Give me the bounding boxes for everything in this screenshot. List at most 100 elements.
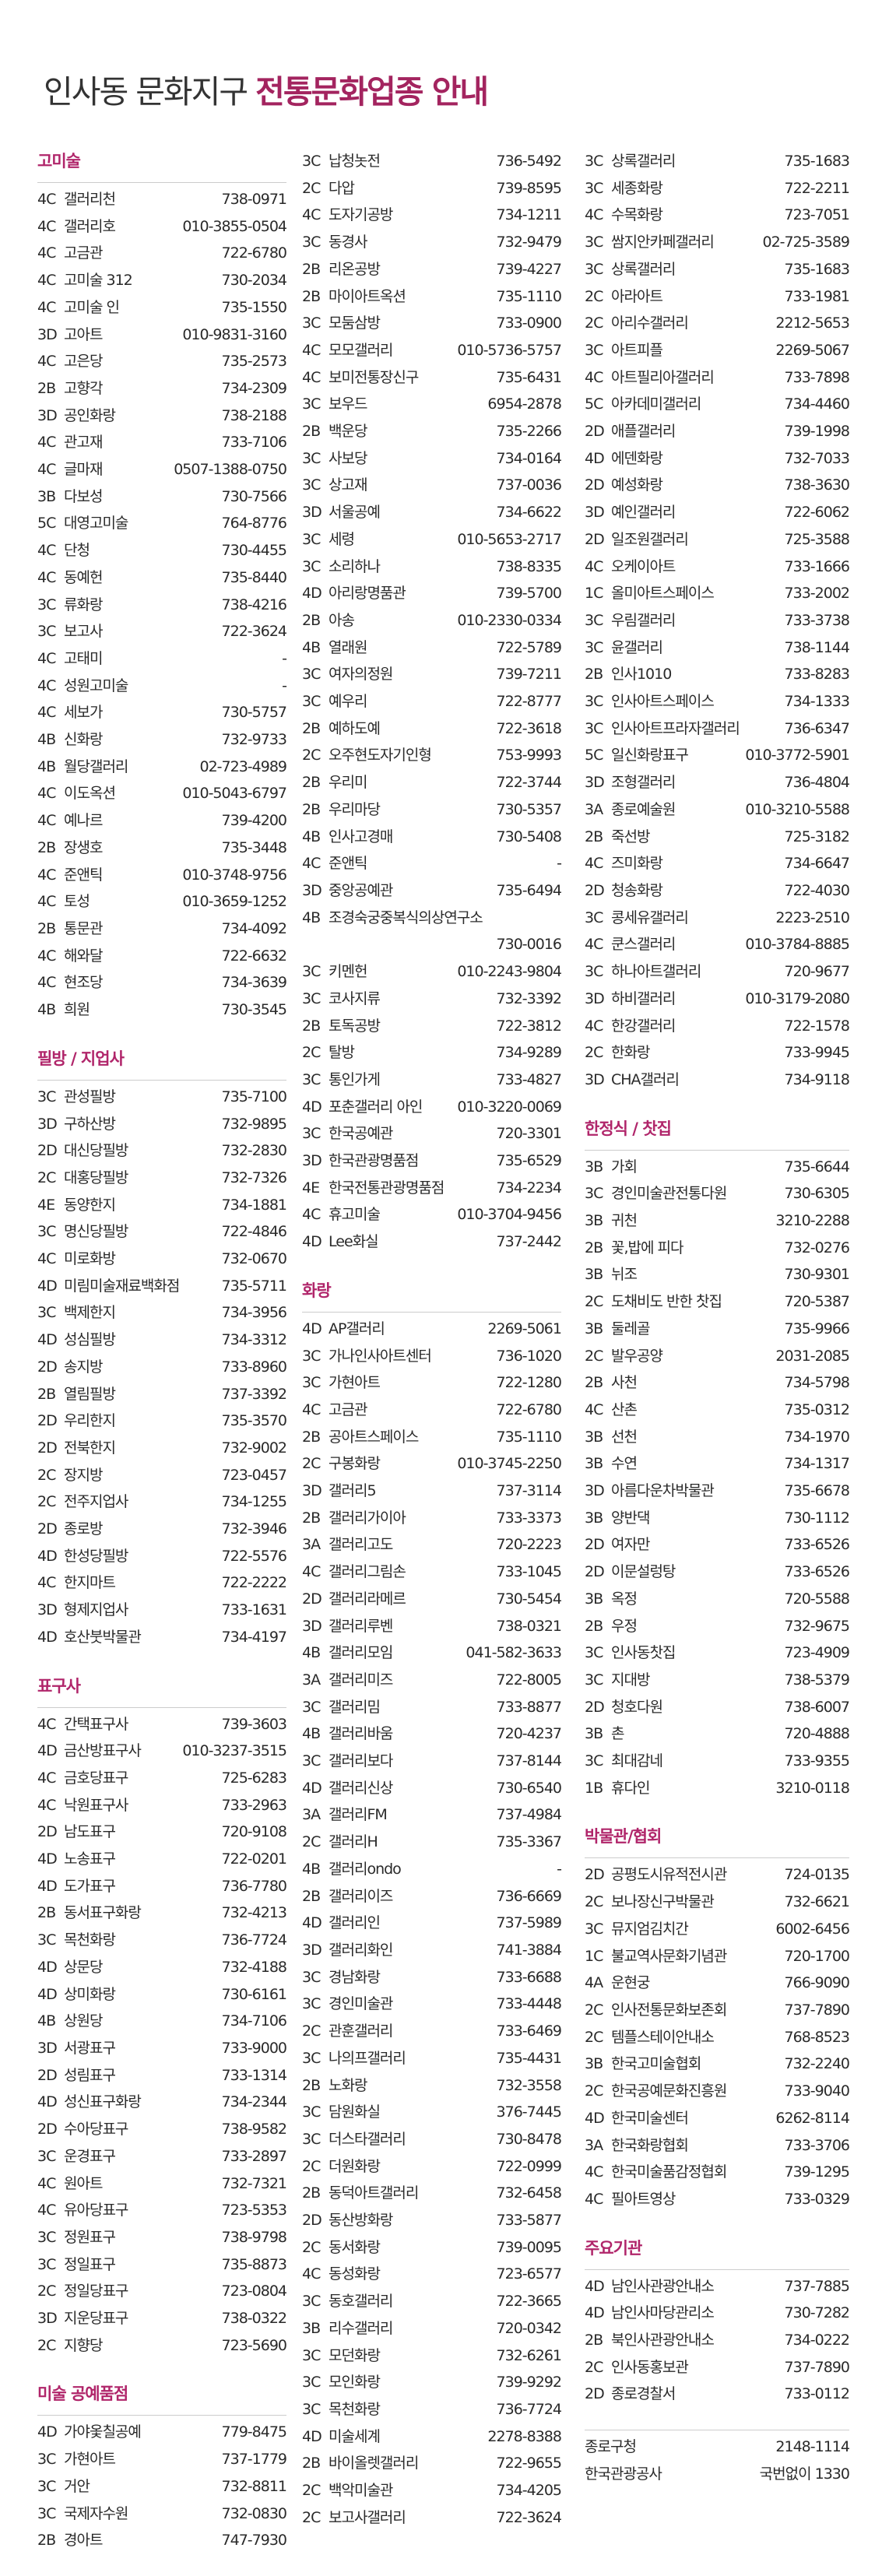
list-item: 3A 갤러리FM 737-4984 [302,1801,562,1829]
phone-number: 733-9355 [784,1752,850,1770]
business-name: 해와달 [64,947,103,965]
floor-code: 2B [37,919,56,937]
floor-code: 2D [585,1536,605,1554]
list-item: 4C 토성 010-3659-1252 [37,888,287,915]
phone-number: 735-5711 [221,1277,287,1295]
business-name: 보미전통장신구 [329,368,419,386]
business-name: 탈방 [329,1044,355,1062]
business-name: 전북한지 [64,1439,116,1457]
phone-number: 010-3179-2080 [745,989,850,1007]
directory-section: 화랑 4D AP갤러리 2269-5061 3C 가나인사아트센터 736-1020 3C 가현… [302,1277,562,2532]
business-name: 지운당표구 [64,2310,128,2328]
section-title: 표구사 [37,1676,81,1696]
business-name: 일신화랑표구 [611,747,689,764]
page-title: 인사동 문화지구 전통문화업종 안내 [44,69,852,115]
section-rows: 3C 상록갤러리 735-1683 3C 세종화랑 722-2211 4C 수목화랑 723-7… [585,148,850,1094]
list-item: 4C 수목화랑 723-7051 [585,202,850,229]
list-item: 3C 더스타갤러리 730-8478 [302,2126,562,2153]
floor-code: 4C [37,649,56,667]
phone-number: 734-9289 [496,1044,562,1062]
floor-code: 2C [302,747,321,764]
list-item: 2D 수아당표구 738-9582 [37,2116,287,2143]
list-item: 2C 인사전통문화보존회 737-7890 [585,1997,850,2024]
list-item: 3C 인사아트스페이스 734-1333 [585,688,850,715]
list-item: 4B 인사고경매 730-5408 [302,824,562,851]
floor-code: 3D [302,504,322,522]
phone-number: 733-8877 [496,1698,562,1716]
phone-number: 2223-2510 [775,908,850,926]
business-name: 고은당 [64,353,103,371]
phone-number: 010-3784-8885 [745,936,850,954]
floor-code: 3A [585,2136,603,2154]
business-name: 이문설렁탕 [611,1563,676,1581]
phone-number: 730-6161 [221,1985,287,2003]
phone-number: 736-7780 [221,1877,287,1895]
list-item: 4C 이도옥션 010-5043-6797 [37,780,287,807]
business-name: 휴고미술 [329,1206,381,1224]
business-name: 예나르 [64,812,103,830]
phone-number: 735-2573 [221,353,287,371]
phone-number: 720-0342 [496,2319,562,2337]
business-name: 거안 [64,2477,90,2495]
phone-number: 722-4846 [221,1223,287,1241]
business-name: 미림미술재료백화점 [64,1277,180,1295]
business-name: 동호갤러리 [329,2293,393,2311]
floor-code: 3B [585,1509,603,1527]
phone-number: 734-1317 [784,1455,850,1473]
list-item: 4C 준앤틱 - [302,850,562,877]
floor-code: 4C [585,855,603,873]
phone-number: - [557,1860,562,1878]
phone-number: 722-5576 [221,1547,287,1565]
phone-number: 734-5798 [784,1374,850,1392]
list-item: 4B 월당갤러리 02-723-4989 [37,754,287,781]
phone-number: 733-6469 [496,2022,562,2040]
floor-code: 2B [302,2455,321,2472]
business-name: CHA갤러리 [611,1070,680,1088]
phone-number: 720-9677 [784,963,850,981]
list-item: 4D AP갤러리 2269-5061 [302,1316,562,1343]
floor-code: 4C [37,1769,56,1787]
business-name: 우리한지 [64,1412,116,1430]
floor-code: 3C [302,1968,321,1986]
floor-code: 4C [585,1400,603,1418]
business-name: 갤러리루벤 [329,1617,393,1635]
floor-code: 3C [37,623,56,641]
list-item: 3C 상록갤러리 735-1683 [585,256,850,283]
phone-number: 736-4804 [784,774,850,792]
phone-number: - [557,855,562,873]
phone-number: 738-2188 [221,406,287,424]
business-name: 휴다인 [611,1779,650,1797]
list-item: 2C 한국공예문화진흥원 733-9040 [585,2078,850,2105]
phone-number: 732-7033 [784,449,850,467]
phone-number: 733-2897 [221,2147,287,2165]
phone-number: 722-2222 [221,1574,287,1592]
list-item: 4C 동성화랑 723-6577 [302,2261,562,2288]
floor-code: 3C [37,1088,56,1105]
list-item: 2B 인사1010 733-8283 [585,661,850,688]
business-name: 상미화랑 [64,1985,116,2003]
floor-code: 4D [37,1985,58,2003]
business-name: 토독공방 [329,1017,381,1035]
phone-number: 725-3588 [784,530,850,548]
floor-code: 4C [37,947,56,965]
business-name: 명신당필방 [64,1223,128,1241]
list-item: 4E 한국전통관광명품점 734-2234 [302,1175,562,1202]
list-item: 2D 예성화랑 738-3630 [585,472,850,499]
list-item: 3C 경인미술관 733-4448 [302,1991,562,2018]
business-name: 코사지류 [329,989,381,1007]
floor-code: 4C [37,272,56,290]
business-name: 세령 [329,530,355,548]
phone-number: 735-3570 [221,1412,287,1430]
floor-code: 3C [585,908,603,926]
floor-code: 4C [37,217,56,235]
floor-code: 4D [37,2423,58,2441]
phone-number: 722-6780 [496,1400,562,1418]
phone-number: 722-6780 [221,244,287,262]
floor-code: 2D [302,2212,322,2230]
floor-code: 3B [585,1590,603,1608]
floor-code: 3D [302,1482,322,1500]
business-name: 동양한지 [64,1196,116,1214]
floor-code: 2C [585,315,603,332]
phone-number: 720-2223 [496,1536,562,1554]
floor-code: 3D [585,989,605,1007]
